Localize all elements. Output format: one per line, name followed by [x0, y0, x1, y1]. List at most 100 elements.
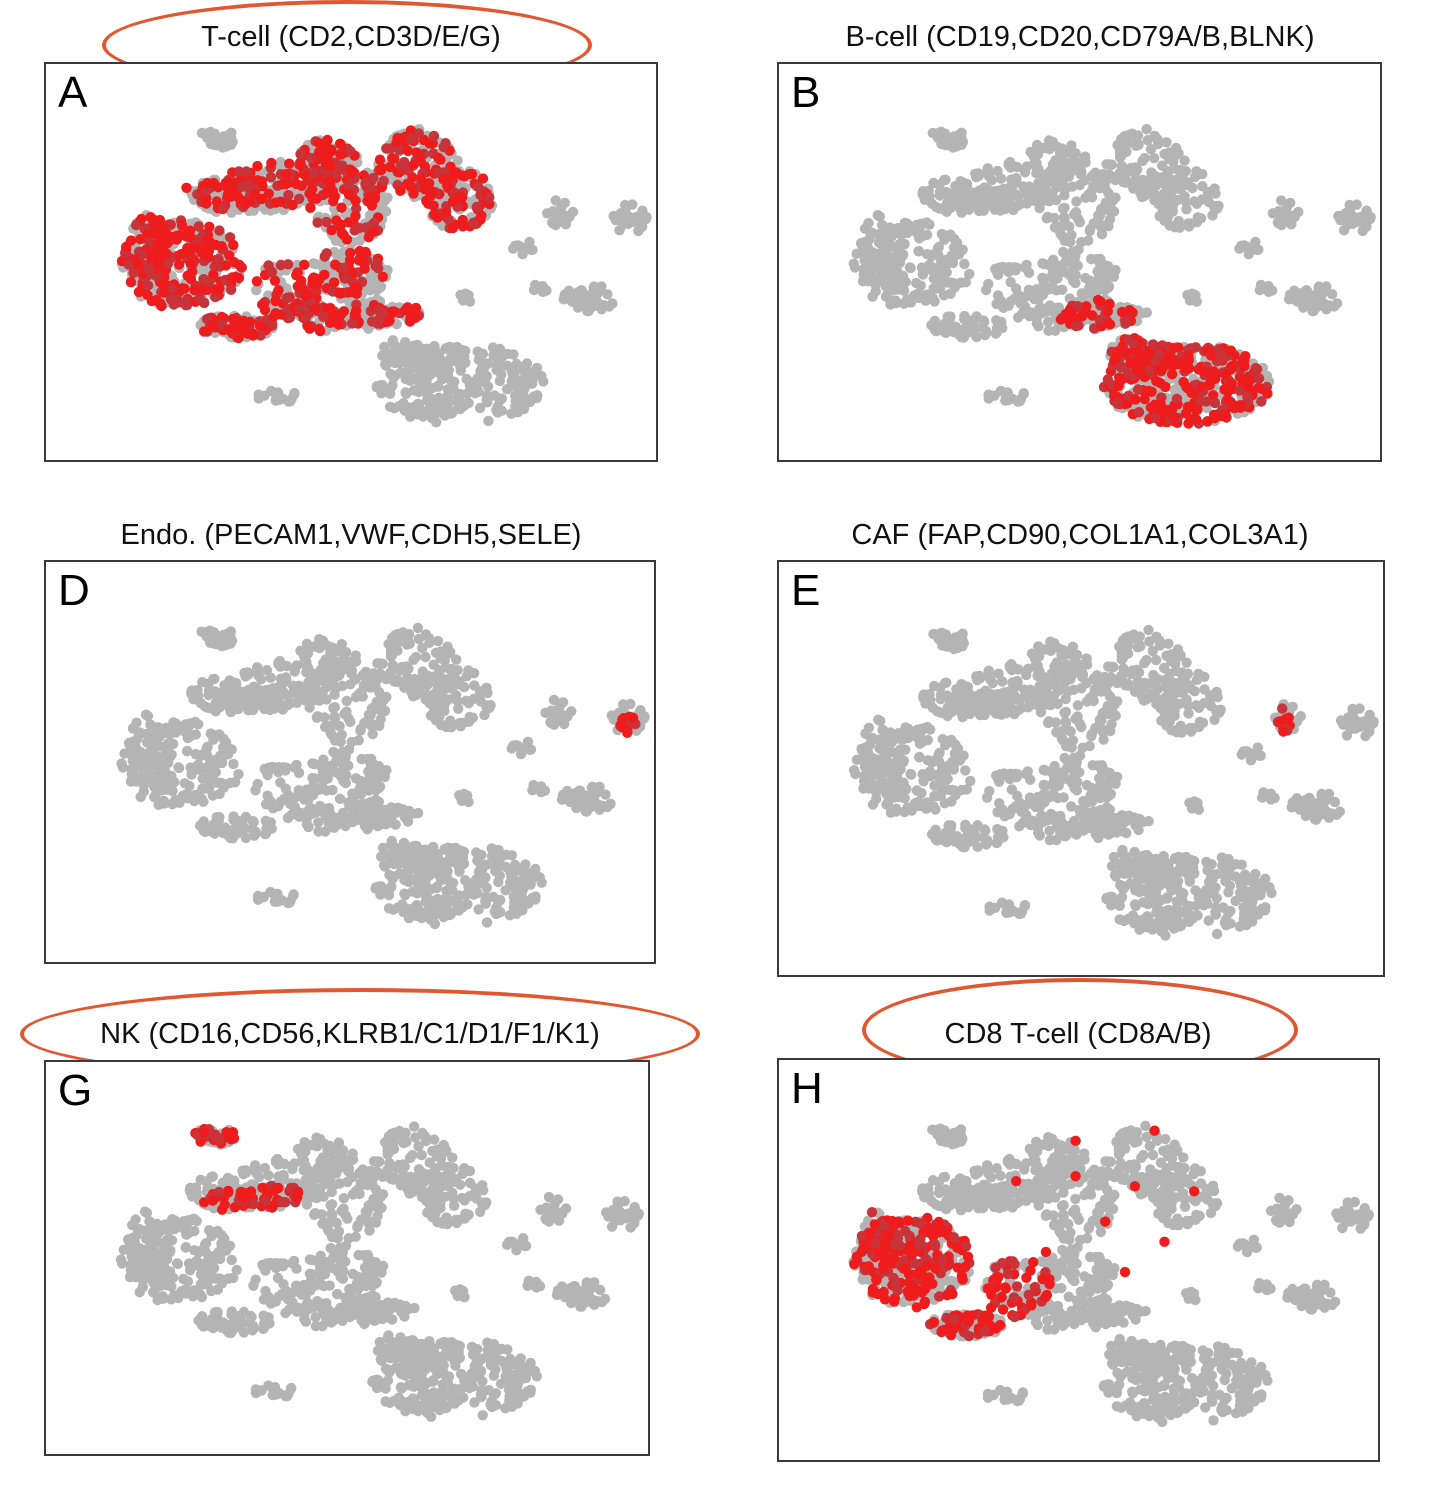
cell-point [905, 297, 917, 308]
cell-point [1326, 289, 1338, 300]
cell-point [1093, 169, 1104, 180]
cell-point [1066, 308, 1078, 319]
cell-point [395, 367, 407, 378]
cell-point [374, 687, 385, 698]
cell-point [439, 410, 451, 421]
cell-point [377, 350, 388, 361]
cell-point [273, 285, 284, 296]
cell-point [1331, 298, 1343, 309]
cell-point [188, 790, 200, 801]
cell-point [990, 328, 1001, 339]
cell-point [301, 819, 312, 830]
panel-a-title: T-cell (CD2,CD3D/E/G) [201, 21, 501, 53]
cell-point [388, 306, 400, 317]
cell-point [235, 827, 247, 838]
cell-point [350, 195, 361, 206]
cell-point [541, 285, 552, 296]
cell-point [372, 820, 383, 832]
cell-point [412, 807, 424, 819]
cell-point [162, 238, 173, 249]
cell-point [1172, 149, 1184, 160]
cell-point [249, 188, 261, 200]
cell-point [494, 375, 505, 387]
cell-point [861, 252, 872, 263]
cell-point [350, 773, 362, 784]
cell-point [395, 665, 406, 676]
cell-point [421, 380, 432, 391]
cell-point [482, 358, 494, 369]
cell-point [1181, 204, 1192, 215]
cell-point [334, 721, 345, 732]
cell-point [1007, 393, 1018, 404]
cell-point [214, 777, 226, 788]
cell-point [205, 321, 217, 332]
cell-point [1031, 139, 1043, 151]
cell-point [1044, 196, 1055, 207]
cell-point [214, 134, 226, 146]
cell-point [420, 651, 431, 663]
cell-point [349, 309, 361, 320]
cell-point [385, 667, 396, 678]
cell-point [447, 196, 459, 207]
cell-point [493, 896, 504, 908]
cell-point [477, 348, 489, 360]
cell-point [1080, 272, 1091, 284]
cell-point [425, 710, 437, 721]
cell-point [315, 325, 326, 337]
cell-point [451, 654, 462, 665]
cell-point [438, 682, 449, 693]
cell-point [227, 272, 238, 283]
cell-point [394, 144, 405, 156]
cell-point [221, 680, 232, 691]
cell-point [1071, 196, 1082, 207]
cell-point [391, 341, 403, 353]
cell-point [399, 682, 410, 693]
cell-point [1276, 219, 1287, 231]
cell-point [227, 313, 238, 325]
cell-point [371, 258, 383, 269]
cell-point [1141, 307, 1152, 318]
cell-point [994, 262, 1005, 273]
cell-point [550, 195, 561, 206]
cell-point [1015, 198, 1026, 209]
cell-point [306, 152, 317, 164]
cell-point [343, 760, 354, 771]
cell-point [1361, 205, 1372, 216]
cell-point [958, 327, 969, 339]
cell-point [214, 283, 225, 294]
panel-b-scatter [848, 124, 1376, 429]
cell-point [346, 318, 358, 329]
cell-point [333, 319, 344, 330]
cell-point [334, 138, 346, 149]
cell-point [377, 658, 388, 669]
cell-point [229, 777, 241, 788]
cell-point [1051, 285, 1062, 296]
cell-point [214, 225, 225, 236]
cell-point [457, 192, 468, 203]
cell-point [131, 717, 142, 728]
cell-point [1156, 407, 1168, 418]
cell-point [991, 315, 1002, 326]
cell-point [1113, 380, 1124, 391]
cell-point [1144, 184, 1155, 196]
cell-point [443, 720, 454, 732]
cell-point [1152, 138, 1164, 150]
cell-point [215, 695, 226, 706]
panel-d-title: Endo. (PECAM1,VWF,CDH5,SELE) [120, 519, 582, 551]
cell-point [547, 206, 559, 217]
cell-point [1171, 221, 1182, 232]
cell-point [193, 221, 204, 232]
cell-point [929, 315, 941, 327]
cell-point [329, 713, 341, 724]
cell-point [358, 257, 369, 268]
cell-point [407, 679, 418, 690]
cell-point [189, 284, 200, 296]
cell-point [312, 217, 323, 228]
cell-point [1146, 386, 1157, 397]
cell-point [208, 269, 219, 280]
cell-point [1347, 218, 1358, 229]
cell-point [623, 218, 634, 229]
cell-point [870, 286, 881, 297]
cell-point [259, 390, 270, 401]
cell-point [1013, 289, 1024, 301]
